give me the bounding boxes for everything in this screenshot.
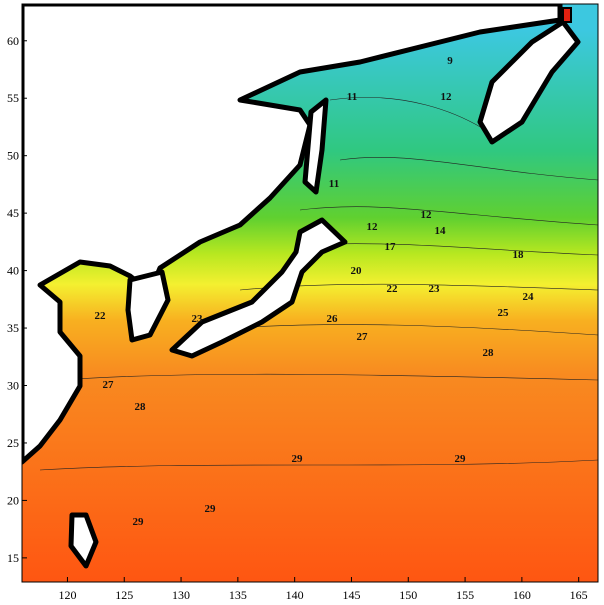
x-tick-label: 145 (342, 588, 360, 602)
contour-label: 17 (385, 241, 397, 253)
contour-label: 23 (192, 313, 204, 325)
y-tick-label: 60 (7, 34, 19, 48)
marker (562, 7, 572, 23)
y-tick-label: 15 (7, 551, 19, 565)
contour-label: 11 (329, 178, 339, 190)
x-tick-label: 150 (399, 588, 417, 602)
x-tick-label: 160 (513, 588, 531, 602)
plot-frame (21, 3, 599, 583)
contour-label: 12 (367, 221, 379, 233)
y-tick-label: 30 (7, 379, 19, 393)
contour-label: 9 (447, 55, 453, 67)
x-tick-label: 125 (115, 588, 133, 602)
y-tick-label: 40 (7, 264, 19, 278)
x-tick-label: 120 (58, 588, 76, 602)
y-tick-label: 45 (7, 206, 19, 220)
contour-label: 22 (387, 283, 399, 295)
y-tick-label: 25 (7, 436, 19, 450)
x-tick-label: 130 (172, 588, 190, 602)
y-tick-label: 20 (7, 493, 19, 507)
contour-label: 27 (103, 379, 115, 391)
contour-label: 12 (441, 91, 453, 103)
contour-label: 18 (513, 249, 525, 261)
contour-label: 29 (133, 516, 145, 528)
contour-label: 29 (292, 453, 304, 465)
contour-label: 23 (429, 283, 441, 295)
contour-label: 14 (435, 225, 447, 237)
x-tick-label: 155 (456, 588, 474, 602)
x-tick-label: 165 (570, 588, 588, 602)
land (22, 4, 581, 569)
contour-label: 28 (135, 401, 147, 413)
x-tick-label: 135 (229, 588, 247, 602)
contour-label: 11 (347, 91, 357, 103)
contour-label: 29 (455, 453, 467, 465)
contour-label: 28 (483, 347, 495, 359)
contour-label: 20 (351, 265, 363, 277)
contour-label: 27 (357, 331, 369, 343)
map-area (22, 4, 598, 582)
contour-label: 12 (421, 209, 433, 221)
x-tick-label: 140 (286, 588, 304, 602)
contour-label: 29 (205, 503, 217, 515)
contour-label: 25 (498, 307, 510, 319)
y-tick-label: 50 (7, 149, 19, 163)
y-tick-label: 55 (7, 91, 19, 105)
contour-label: 24 (523, 291, 535, 303)
contour-label: 22 (95, 310, 107, 322)
contour-label: 26 (327, 313, 339, 325)
y-tick-label: 35 (7, 321, 19, 335)
